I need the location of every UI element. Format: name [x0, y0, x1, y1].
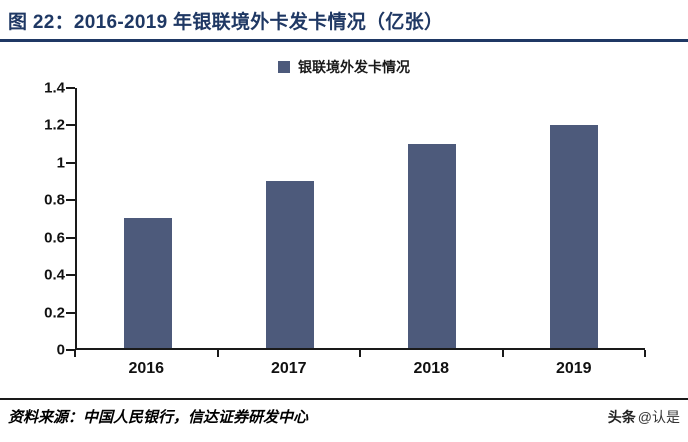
x-axis-labels: 2016 2017 2018 2019 [75, 360, 645, 378]
bar-chart: 0 0.2 0.4 0.6 0.8 1 1.2 1.4 2016 2017 2018 2019 [44, 80, 646, 377]
title-underline [0, 39, 688, 42]
watermark: 头条 @认是 [608, 407, 680, 427]
bar-2017 [266, 180, 314, 348]
legend-label: 银联境外发卡情况 [298, 59, 410, 75]
y-tick-mark [66, 349, 75, 351]
x-tick-mark [216, 350, 219, 357]
x-tick-mark [501, 350, 504, 357]
y-axis-ticks [66, 87, 645, 351]
y-tick-label: 0.2 [44, 304, 65, 322]
y-tick-mark [66, 311, 75, 314]
bar-2019 [550, 125, 598, 348]
y-tick-mark [66, 161, 75, 164]
bar-2018 [408, 143, 456, 348]
y-tick-mark [66, 87, 75, 89]
figure-title: 图 22：2016-2019 年银联境外卡发卡情况（亿张） [8, 12, 444, 33]
toutiao-logo: 头条 [607, 409, 636, 425]
y-tick-label: 1 [56, 154, 65, 172]
y-tick-label: 1.2 [44, 116, 65, 134]
x-tick-label: 2017 [270, 360, 307, 377]
source-note: 资料来源：中国人民银行，信达证券研发中心 [8, 410, 309, 426]
y-tick-label: 0 [56, 341, 65, 359]
x-tick-mark [644, 350, 646, 357]
y-tick-label: 0.4 [44, 266, 65, 284]
x-tick-mark [359, 350, 361, 357]
y-tick-label: 1.4 [44, 79, 65, 97]
y-tick-mark [66, 124, 75, 127]
footer-divider [0, 398, 688, 400]
bar-2016 [124, 218, 172, 348]
x-tick-label: 2016 [128, 360, 165, 377]
x-axis-ticks [74, 88, 646, 357]
chart-legend: 银联境外发卡情况 [0, 57, 688, 77]
legend-swatch-icon [278, 61, 290, 73]
plot-area [75, 88, 645, 350]
y-tick-mark [66, 236, 75, 239]
y-tick-mark [66, 199, 75, 202]
y-tick-label: 0.6 [44, 229, 65, 247]
y-axis-labels: 0 0.2 0.4 0.6 0.8 1 1.2 1.4 [3, 80, 65, 359]
watermark-handle: @认是 [637, 409, 680, 425]
y-tick-mark [66, 274, 75, 277]
x-tick-mark [74, 350, 76, 357]
y-tick-label: 0.8 [44, 191, 65, 209]
x-tick-label: 2019 [555, 360, 592, 377]
x-tick-label: 2018 [413, 360, 450, 377]
